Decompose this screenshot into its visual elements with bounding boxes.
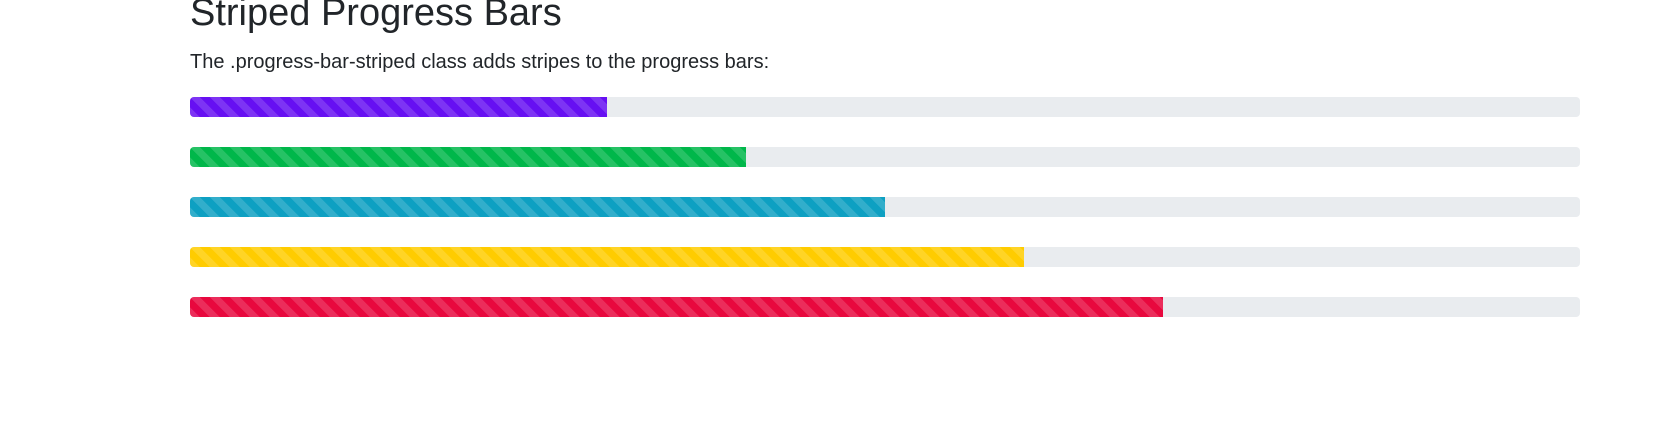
description-text: The .progress-bar-striped class adds str… xyxy=(190,51,770,73)
progress-list xyxy=(190,97,1580,347)
progress-bar-cyan xyxy=(190,197,885,217)
progress-bar-red xyxy=(190,297,1163,317)
page-title: Striped Progress Bars xyxy=(190,0,562,34)
progress-bar-green xyxy=(190,147,746,167)
progress-track xyxy=(190,297,1580,317)
progress-bar-yellow xyxy=(190,247,1024,267)
progress-track xyxy=(190,247,1580,267)
progress-bar-purple xyxy=(190,97,607,117)
progress-track xyxy=(190,147,1580,167)
progress-track xyxy=(190,97,1580,117)
progress-track xyxy=(190,197,1580,217)
